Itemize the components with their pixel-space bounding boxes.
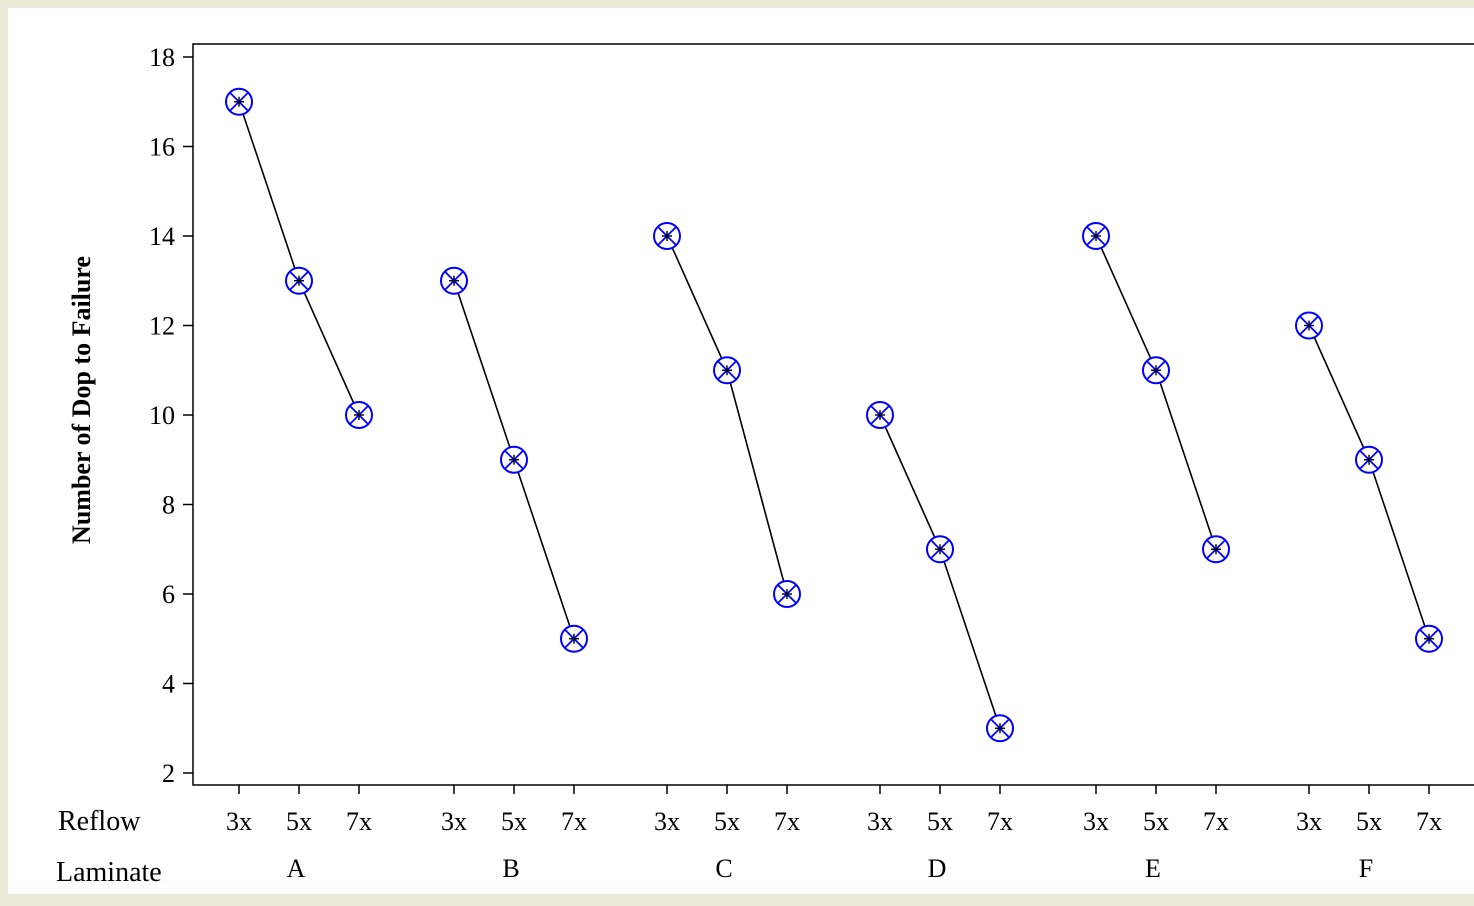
reflow-tick-label: 5x xyxy=(1143,807,1169,836)
laminate-row-label: Laminate xyxy=(56,857,162,888)
laminate-tick-label: B xyxy=(502,854,519,883)
data-point xyxy=(1355,445,1383,474)
reflow-tick-label: 7x xyxy=(346,807,372,836)
data-point xyxy=(1295,311,1323,340)
data-point xyxy=(560,624,588,653)
laminate-tick-label: C xyxy=(715,854,732,883)
data-point xyxy=(225,87,253,116)
y-axis-label: Number of Dop to Failure xyxy=(67,256,96,544)
reflow-tick-label: 3x xyxy=(1296,807,1322,836)
data-point xyxy=(986,714,1014,743)
data-point xyxy=(653,222,681,250)
reflow-tick-label: 3x xyxy=(1083,807,1109,836)
y-tick-label: 4 xyxy=(162,670,175,699)
y-tick-label: 12 xyxy=(149,312,175,341)
reflow-tick-label: 5x xyxy=(927,807,953,836)
data-point xyxy=(345,401,373,429)
axis-layer: 2 4 6 8 10 12 14 16 18 xyxy=(149,43,1474,794)
y-tick-label: 10 xyxy=(149,401,175,430)
reflow-tick-label: 5x xyxy=(501,807,527,836)
laminate-tick-label: F xyxy=(1359,854,1373,883)
y-tick-label: 6 xyxy=(162,580,175,609)
laminate-tick-label: E xyxy=(1145,854,1161,883)
reflow-tick-label: 7x xyxy=(987,807,1013,836)
data-point xyxy=(440,266,468,295)
reflow-row-label: Reflow xyxy=(58,806,141,837)
data-point xyxy=(285,266,313,295)
laminate-tick-label: A xyxy=(287,854,306,883)
data-point xyxy=(773,580,801,608)
laminate-tick-label: D xyxy=(928,854,947,883)
reflow-tick-label: 7x xyxy=(1203,807,1229,836)
reflow-tick-label: 3x xyxy=(867,807,893,836)
plot-area xyxy=(192,43,1474,786)
reflow-tick-label: 3x xyxy=(226,807,252,836)
series-layer xyxy=(225,87,1443,743)
reflow-tick-label: 7x xyxy=(774,807,800,836)
reflow-tick-label: 5x xyxy=(286,807,312,836)
label-layer: Number of Dop to Failure Reflow Laminate… xyxy=(56,256,1442,888)
reflow-tick-label: 7x xyxy=(561,807,587,836)
data-point xyxy=(866,401,894,429)
data-point xyxy=(1415,624,1443,653)
reflow-tick-label: 7x xyxy=(1416,807,1442,836)
reflow-tick-label: 3x xyxy=(654,807,680,836)
reflow-tick-label: 5x xyxy=(1356,807,1382,836)
data-point xyxy=(926,535,954,564)
data-point xyxy=(713,356,741,385)
reflow-tick-label: 5x xyxy=(714,807,740,836)
data-point xyxy=(1142,356,1170,385)
data-point xyxy=(1202,535,1230,564)
data-point xyxy=(500,445,528,474)
data-point xyxy=(1082,222,1110,250)
y-tick-label: 2 xyxy=(162,759,175,788)
reflow-tick-label: 3x xyxy=(441,807,467,836)
y-tick-label: 14 xyxy=(149,222,175,251)
y-tick-label: 8 xyxy=(162,491,175,520)
y-tick-label: 16 xyxy=(149,133,175,162)
y-tick-label: 18 xyxy=(149,43,175,72)
